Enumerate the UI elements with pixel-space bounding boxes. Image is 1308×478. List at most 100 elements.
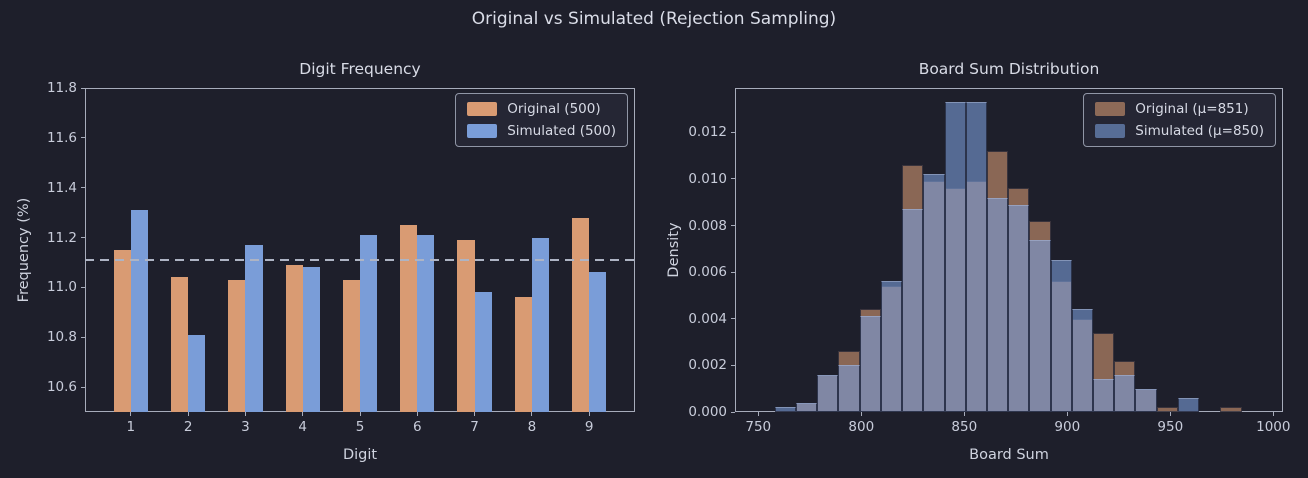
bar-original	[342, 279, 360, 412]
original-swatch-icon	[467, 102, 498, 116]
hist-bar-simulated	[1029, 239, 1051, 412]
right-x-tick-label: 900	[1054, 419, 1081, 435]
left-x-tick-label: 8	[527, 419, 537, 435]
left-y-tick	[81, 87, 85, 89]
right-x-axis-label: Board Sum	[969, 447, 1049, 463]
hist-bar-simulated	[1071, 309, 1094, 412]
right-y-tick-label: 0.008	[688, 217, 727, 234]
left-x-tick	[359, 412, 361, 416]
left-y-axis-label: Frequency (%)	[16, 197, 32, 303]
simulated-swatch-icon	[1095, 124, 1126, 138]
legend-entry: Original (500)	[467, 101, 616, 117]
hist-bar-simulated	[1093, 379, 1115, 412]
hist-bar-simulated	[902, 209, 924, 412]
bar-original	[571, 217, 590, 412]
right-y-tick	[731, 131, 735, 133]
left-y-tick	[81, 237, 85, 239]
left-y-tick-label: 11.2	[46, 229, 77, 246]
left-x-tick	[302, 412, 304, 416]
left-x-tick	[474, 412, 476, 416]
legend-entry: Simulated (μ=850)	[1095, 123, 1264, 139]
hist-bar-simulated	[795, 402, 818, 412]
hist-bar-simulated	[965, 101, 987, 412]
hist-bar-simulated	[1050, 260, 1072, 412]
left-x-tick-label: 2	[183, 419, 193, 435]
legend-entry-label: Simulated (500)	[507, 123, 616, 139]
right-y-axis-label: Density	[666, 222, 682, 278]
bar-simulated	[302, 267, 320, 412]
hist-bar-simulated	[838, 365, 860, 412]
bar-original	[285, 264, 303, 412]
right-x-tick-label: 950	[1157, 419, 1184, 435]
right-legend: Original (μ=851) Simulated (μ=850)	[1083, 93, 1276, 147]
left-x-tick-label: 7	[470, 419, 479, 435]
left-x-tick	[244, 412, 246, 416]
right-y-tick-label: 0.010	[688, 170, 727, 187]
left-x-tick	[588, 412, 590, 416]
hist-bar-original	[1156, 407, 1178, 412]
left-x-tick	[130, 412, 132, 416]
uniform-frequency-reference-line	[85, 258, 635, 261]
right-y-tick-label: 0.004	[688, 310, 727, 327]
left-x-axis-label: Digit	[342, 447, 378, 463]
left-y-tick-label: 11.8	[46, 80, 77, 96]
right-y-tick-label: 0.002	[688, 357, 727, 374]
hist-bar-simulated	[1114, 374, 1136, 412]
left-x-tick	[416, 412, 418, 416]
figure-title: Original vs Simulated (Rejection Samplin…	[471, 9, 837, 29]
left-y-tick	[81, 336, 85, 338]
hist-bar-simulated	[986, 197, 1009, 412]
left-chart-title: Digit Frequency	[299, 60, 421, 78]
legend-entry: Simulated (500)	[467, 123, 616, 139]
right-y-tick	[731, 411, 735, 413]
right-x-tick-label: 1000	[1256, 419, 1291, 435]
left-x-tick-label: 5	[355, 419, 365, 435]
bar-simulated	[188, 334, 206, 412]
bar-simulated	[531, 237, 550, 412]
simulated-swatch-icon	[467, 124, 498, 138]
hist-bar-simulated	[923, 174, 945, 412]
left-x-tick-label: 1	[126, 419, 136, 435]
right-x-tick	[757, 412, 759, 416]
right-x-tick-label: 750	[745, 419, 772, 435]
right-x-tick-label: 800	[848, 419, 875, 435]
left-x-tick-label: 9	[584, 419, 594, 435]
right-x-tick	[1272, 412, 1274, 416]
left-y-tick-label: 10.8	[46, 329, 77, 346]
right-x-tick	[963, 412, 965, 416]
legend-entry-label: Original (500)	[507, 101, 601, 117]
legend-entry: Original (μ=851)	[1095, 101, 1264, 117]
right-y-tick-label: 0.012	[688, 124, 727, 141]
right-chart-title: Board Sum Distribution	[918, 60, 1100, 78]
right-y-tick	[731, 271, 735, 273]
right-y-tick-label: 0.000	[688, 404, 727, 420]
hist-bar-simulated	[817, 374, 839, 412]
bar-simulated	[130, 210, 149, 412]
right-y-tick-label: 0.006	[688, 264, 727, 281]
bar-original	[170, 277, 189, 412]
hist-bar-original	[1220, 407, 1242, 412]
right-y-tick	[731, 364, 735, 366]
hist-bar-simulated	[944, 101, 966, 412]
left-y-tick-label: 11.6	[46, 129, 77, 146]
left-y-tick	[81, 137, 85, 139]
right-y-tick	[731, 178, 735, 180]
left-y-tick-label: 11.4	[46, 179, 77, 196]
right-x-tick	[1169, 412, 1171, 416]
left-x-tick-label: 4	[298, 419, 307, 435]
bar-original	[228, 279, 246, 412]
legend-entry-label: Simulated (μ=850)	[1135, 123, 1264, 139]
right-x-tick	[860, 412, 862, 416]
bar-simulated	[589, 272, 607, 412]
bar-original	[514, 297, 532, 412]
hist-bar-simulated	[774, 407, 796, 412]
left-x-tick-label: 6	[412, 419, 422, 435]
left-y-tick	[81, 386, 85, 388]
bar-simulated	[245, 245, 263, 412]
left-y-tick-label: 10.6	[46, 379, 77, 396]
right-x-tick	[1066, 412, 1068, 416]
hist-bar-simulated	[1008, 204, 1030, 412]
hist-bar-simulated	[1135, 388, 1157, 412]
left-y-tick-label: 11.0	[46, 279, 77, 296]
